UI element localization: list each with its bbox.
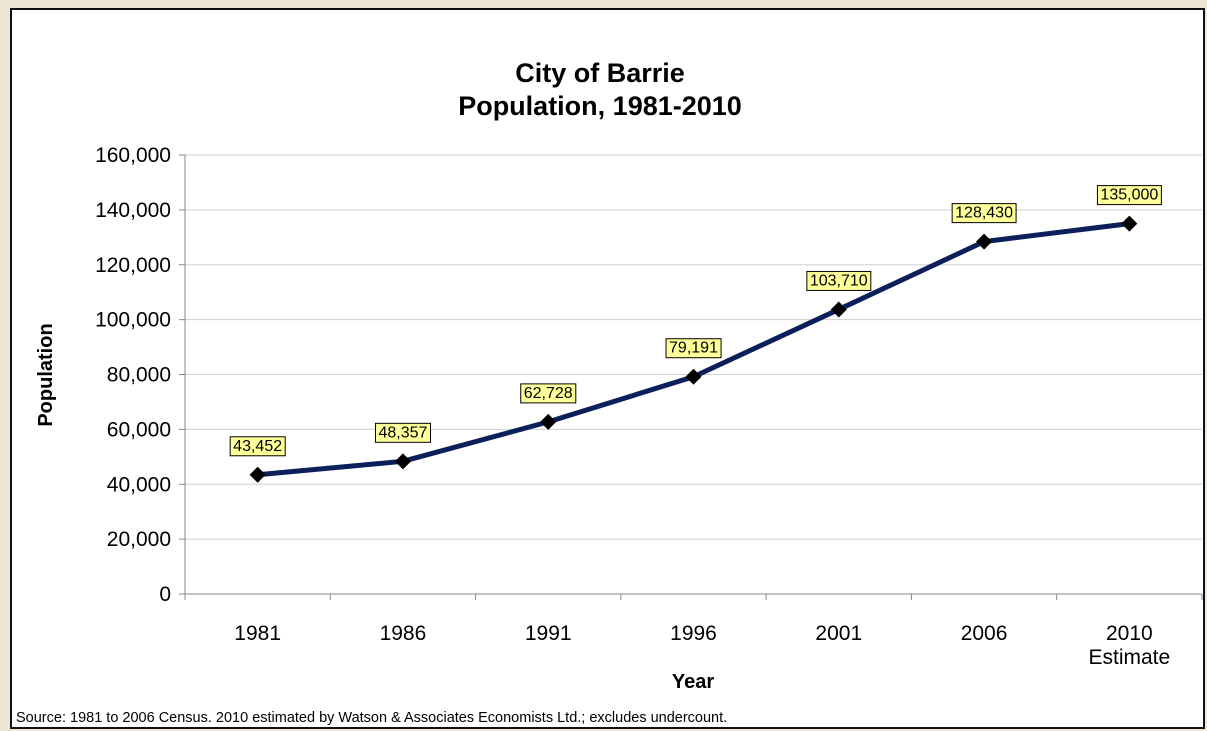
x-tick-label: 2010 Estimate xyxy=(1088,622,1171,669)
chart-frame xyxy=(10,8,1205,729)
x-tick-label: 1991 xyxy=(524,622,572,645)
data-label-box xyxy=(806,270,872,291)
y-tick-label: 0 xyxy=(159,583,171,606)
data-label: 103,710 xyxy=(810,272,868,289)
data-label: 135,000 xyxy=(1100,187,1158,204)
y-tick-label: 60,000 xyxy=(107,418,171,441)
data-label-box xyxy=(374,422,431,443)
marker xyxy=(249,466,266,483)
x-tick-label: 1981 xyxy=(234,622,281,645)
marker xyxy=(976,233,993,250)
y-tick-label: 40,000 xyxy=(107,473,171,496)
marker xyxy=(685,368,702,385)
chart-title: City of Barrie Population, 1981-2010 xyxy=(458,58,742,121)
data-label-box xyxy=(229,436,286,457)
y-tick-label: 160,000 xyxy=(95,144,171,167)
source-note: Source: 1981 to 2006 Census. 2010 estima… xyxy=(16,710,727,726)
y-tick-label: 100,000 xyxy=(95,309,171,332)
y-axis-label: Population xyxy=(35,323,57,426)
x-axis-label: Year xyxy=(672,671,714,693)
data-label-box xyxy=(1096,185,1162,206)
y-tick-label: 120,000 xyxy=(95,254,171,277)
data-label-box xyxy=(665,338,722,359)
data-label: 48,357 xyxy=(378,424,427,441)
marker xyxy=(830,301,847,318)
y-tick-label: 140,000 xyxy=(95,199,171,222)
x-tick-label: 1986 xyxy=(379,622,427,645)
data-label: 43,452 xyxy=(233,438,282,455)
y-tick-label: 80,000 xyxy=(107,364,171,387)
data-label-box xyxy=(951,203,1017,224)
marker xyxy=(394,453,411,470)
marker xyxy=(1121,215,1138,232)
data-label: 62,728 xyxy=(524,385,573,402)
data-label: 79,191 xyxy=(669,340,718,357)
data-label: 128,430 xyxy=(955,205,1013,222)
x-tick-label: 1996 xyxy=(670,622,717,645)
x-tick-label: 2006 xyxy=(960,622,1008,645)
x-tick-label: 2001 xyxy=(815,622,863,645)
data-label-box xyxy=(520,383,577,404)
marker xyxy=(540,413,557,430)
y-tick-label: 20,000 xyxy=(107,528,171,551)
